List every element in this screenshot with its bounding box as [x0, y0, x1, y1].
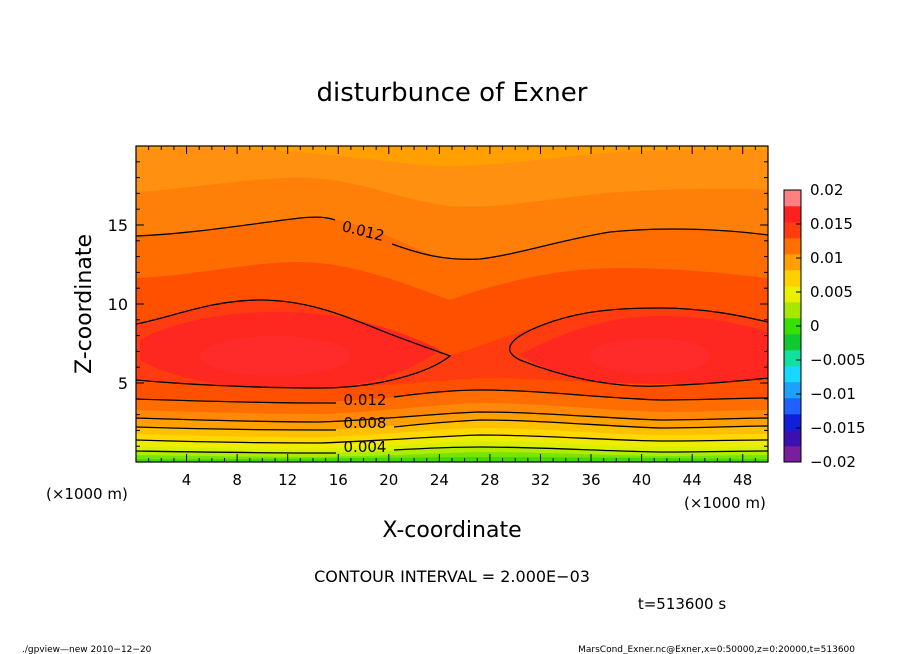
colorbar-swatch [784, 206, 801, 223]
x-tick-label: 36 [581, 471, 600, 489]
colorbar-label: −0.02 [810, 453, 856, 471]
colorbar-label: 0.02 [810, 181, 843, 199]
x-tick-label: 44 [683, 471, 702, 489]
colorbar-swatch [784, 190, 801, 207]
colorbar-swatch [784, 238, 801, 255]
lobe-right-core [590, 338, 710, 374]
colorbar-label: 0 [810, 317, 820, 335]
y-tick-label: 5 [118, 374, 128, 393]
colorbar-swatch [784, 334, 801, 351]
x-tick-label: 16 [329, 471, 348, 489]
colorbar-label: 0.005 [810, 283, 853, 301]
contour-line-0.014 [136, 299, 768, 389]
x-tick-label: 8 [232, 471, 242, 489]
x-unit-right: (×1000 m) [684, 494, 766, 512]
contour-line-0.006 [136, 434, 768, 444]
colorbar-swatch [784, 302, 801, 319]
chart-title: disturbunce of Exner [317, 78, 588, 108]
y-axis-label: Z-coordinate [72, 234, 97, 374]
contour-line-0.008 [136, 419, 768, 431]
colorbar-label: −0.005 [810, 351, 866, 369]
colorbar-swatch [784, 270, 801, 287]
colorbar-swatch [784, 318, 801, 335]
y-tick-label: 10 [108, 295, 128, 314]
colorbar-swatch [784, 398, 801, 415]
contour-label: 0.008 [344, 414, 387, 432]
x-axis-label: X-coordinate [382, 518, 521, 543]
contour-line-0.010 [136, 411, 768, 423]
x-tick-label: 28 [480, 471, 499, 489]
colorbar-swatch [784, 222, 801, 239]
colorbar-swatch [784, 366, 801, 383]
colorbar-swatch [784, 414, 801, 431]
y-tick-label: 15 [108, 216, 128, 235]
colorbar-swatch [784, 446, 801, 463]
x-tick-label: 40 [632, 471, 651, 489]
contour-label: 0.004 [344, 438, 387, 456]
colorbar-swatch [784, 350, 801, 367]
footer-left: ./gpview—new 2010−12−20 [22, 645, 152, 654]
contour-line-0.012-upper [136, 216, 768, 260]
colorbar-swatch [784, 382, 801, 399]
colorbar-label: −0.01 [810, 385, 856, 403]
time-text: t=513600 s [638, 595, 726, 613]
colorbar-label: 0.01 [810, 249, 843, 267]
colorbar-label: −0.015 [810, 419, 866, 437]
contour-interval-text: CONTOUR INTERVAL = 2.000E−03 [314, 567, 590, 586]
colorbar-swatch [784, 430, 801, 447]
footer-right: MarsCond_Exner.nc@Exner,x=0:50000,z=0:20… [578, 645, 855, 654]
x-tick-label: 12 [278, 471, 297, 489]
lobe-left-core [200, 336, 350, 376]
colorbar-label: 0.015 [810, 215, 853, 233]
contour-line-0.004 [136, 446, 768, 454]
contour-line-0.012-lower [136, 389, 768, 404]
x-tick-label: 24 [430, 471, 449, 489]
x-tick-label: 32 [531, 471, 550, 489]
plot-area: 0.012 0.012 0.008 0.004 [135, 145, 769, 463]
x-axis: 4 8 12 16 20 24 28 32 36 40 44 48 [148, 146, 756, 489]
x-tick-label: 48 [733, 471, 752, 489]
x-unit-left: (×1000 m) [46, 485, 128, 503]
x-tick-label: 4 [182, 471, 192, 489]
colorbar-swatch [784, 286, 801, 303]
colorbar: 0.02 0.015 0.01 0.005 0 −0.005 −0.01 −0.015 −0.0… [783, 181, 866, 471]
y-axis: 5 10 15 [108, 161, 768, 447]
colorbar-swatch [784, 254, 801, 271]
x-tick-label: 20 [379, 471, 398, 489]
contour-label: 0.012 [344, 391, 387, 409]
